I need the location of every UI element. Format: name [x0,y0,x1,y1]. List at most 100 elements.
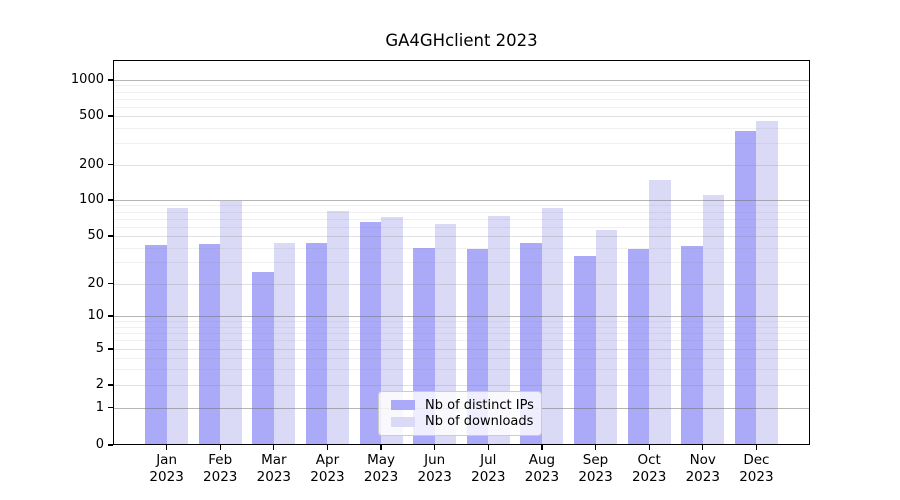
x-tick-label: Mar 2023 [242,452,306,486]
y-tick-label: 10 [87,308,104,323]
bar-distinct-ips [627,248,650,445]
y-tick [108,79,113,81]
gridline [113,164,810,166]
x-tick-year: 2023 [631,469,667,485]
gridline [113,321,810,323]
gridline [113,326,810,328]
x-tick-year: 2023 [203,469,238,485]
gridline [113,200,810,201]
bar-downloads [166,207,189,445]
y-tick-label: 100 [79,192,104,207]
x-tick-month: Jun [424,452,446,468]
x-tick-label: Dec 2023 [724,452,788,486]
x-tick-label: Oct 2023 [617,452,681,486]
gridline [113,127,810,129]
gridline [113,357,810,359]
y-tick [108,199,113,201]
y-tick [108,163,113,166]
x-tick [434,445,436,450]
y-tick [108,115,113,117]
y-tick [108,444,113,446]
x-tick [219,445,221,450]
legend-row: Nb of downloads [391,414,533,429]
x-tick-month: Sep [582,452,609,468]
gridline [113,349,810,350]
y-tick-label: 200 [79,156,104,172]
bar-downloads [381,217,403,445]
x-tick-month: Nov [689,452,716,468]
bar-downloads [541,207,564,445]
x-tick-year: 2023 [417,469,452,485]
gridline [113,332,810,334]
bar-downloads [434,223,457,445]
x-tick [326,445,329,450]
y-tick-label: 0 [95,437,104,452]
x-tick-month: Apr [315,452,340,468]
y-tick-label: 2 [95,377,104,392]
x-tick-year: 2023 [256,469,292,485]
gridline [113,143,810,145]
y-tick [108,384,113,386]
legend-swatch-distinct-ips [391,400,415,411]
bar-distinct-ips [252,271,274,445]
x-tick-month: Aug [528,452,556,468]
x-tick-label: Apr 2023 [295,452,359,486]
bar-distinct-ips [198,243,221,445]
y-tick-label: 1000 [70,72,104,87]
gridline [113,218,810,220]
y-tick-label: 1 [95,399,104,415]
x-tick [166,445,168,450]
gridline [113,316,810,317]
plot-area [113,60,810,445]
x-tick-month: Oct [637,452,661,468]
gridline [113,106,810,108]
x-tick-year: 2023 [524,469,560,485]
bar-downloads [273,242,296,445]
y-tick-label: 20 [87,275,104,291]
x-tick [487,445,489,450]
x-tick-year: 2023 [685,469,720,485]
x-tick [594,445,597,450]
bar-distinct-ips [145,245,167,445]
bar-downloads [649,179,671,445]
x-tick-year: 2023 [363,469,399,485]
bar-distinct-ips [359,222,382,445]
x-tick-year: 2023 [471,469,506,485]
x-tick-month: Feb [208,452,233,468]
x-tick-label: Jul 2023 [456,452,520,486]
gridline [113,80,810,81]
x-tick-label: May 2023 [349,452,413,486]
bar-distinct-ips [305,242,328,445]
bar-distinct-ips [574,255,596,445]
x-tick-label: Feb 2023 [188,452,252,486]
x-tick [273,445,275,450]
x-tick-month: Mar [261,452,287,468]
x-tick-label: Jun 2023 [403,452,467,486]
gridline [113,211,810,213]
x-tick [648,445,650,450]
legend-row: Nb of distinct IPs [391,398,534,413]
x-tick-year: 2023 [149,469,184,485]
bar-downloads [488,216,510,445]
y-tick-label: 5 [95,341,104,356]
gridline [113,91,810,93]
gridline [113,283,810,285]
bar-downloads [327,210,349,445]
bar-distinct-ips [681,246,703,445]
gridline [113,262,810,264]
x-tick [541,445,543,450]
bar-distinct-ips [734,130,757,445]
y-tick-label: 500 [79,108,104,123]
gridline [113,85,810,87]
x-tick-year: 2023 [739,469,774,485]
x-tick-label: Sep 2023 [564,452,628,486]
gridline [113,116,810,117]
x-tick [702,445,704,450]
x-tick [380,445,382,450]
bar-downloads [756,120,778,445]
x-tick-month: Jul [480,452,497,468]
x-tick-label: Aug 2023 [510,452,574,486]
x-tick-month: May [367,452,396,468]
y-tick [108,315,113,317]
